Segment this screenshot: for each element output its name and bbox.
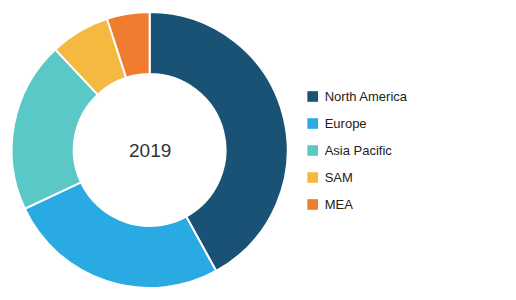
svg-text:North America: North America [325,89,408,104]
svg-text:Asia Pacific: Asia Pacific [325,143,393,158]
svg-text:Europe: Europe [325,116,367,131]
svg-text:2019: 2019 [129,140,171,161]
svg-text:MEA: MEA [325,197,354,212]
svg-text:SAM: SAM [325,170,353,185]
